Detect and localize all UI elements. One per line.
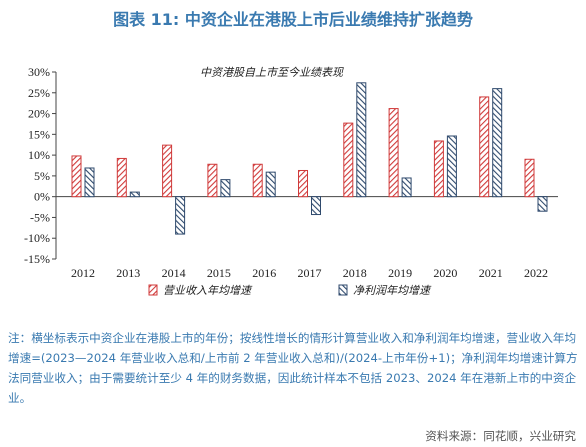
bar-revenue-2013 — [116, 157, 127, 198]
y-tick-label: 20% — [28, 107, 50, 121]
bar-profit-2019 — [401, 177, 412, 198]
legend-label-revenue: 营业收入年均增速 — [163, 284, 253, 297]
y-tick-label: -15% — [24, 252, 50, 266]
source-credit: 资料来源：同花顺，兴业研究 — [425, 429, 576, 443]
bar-revenue-2012 — [71, 155, 82, 198]
bar-revenue-2018 — [343, 122, 354, 198]
bar-profit-2017 — [311, 196, 321, 216]
legend-swatch-revenue — [148, 284, 158, 296]
bar-revenue-2015 — [207, 163, 218, 198]
y-tick-label: 10% — [28, 148, 50, 162]
y-tick-label: 0% — [34, 190, 50, 204]
x-tick-label: 2012 — [71, 266, 95, 280]
bar-revenue-2021 — [479, 96, 490, 198]
footnote: 注：横坐标表示中资企业在港股上市的年份；按线性增长的情形计算营业收入和净利润年均… — [8, 331, 578, 405]
y-tick-label: 30% — [28, 65, 50, 79]
y-tick-label: 5% — [34, 169, 50, 183]
bar-profit-2012 — [84, 167, 95, 198]
bar-profit-2014 — [175, 196, 186, 235]
x-tick-label: 2014 — [162, 266, 186, 280]
legend-label-profit: 净利润年均增速 — [353, 284, 432, 297]
chart-title: 中资港股自上市至今业绩表现 — [200, 66, 344, 79]
bar-profit-2018 — [356, 82, 367, 198]
y-tick-label: -10% — [24, 231, 50, 245]
x-tick-label: 2020 — [433, 266, 457, 280]
x-tick-label: 2016 — [252, 266, 276, 280]
bar-profit-2015 — [220, 179, 231, 198]
legend: 营业收入年均增速 净利润年均增速 — [148, 284, 432, 297]
x-tick-label: 2015 — [207, 266, 231, 280]
bar-revenue-2016 — [252, 163, 263, 198]
bar-profit-2021 — [492, 88, 503, 198]
x-tick-label: 2022 — [524, 266, 548, 280]
bar-profit-2022 — [537, 196, 548, 212]
x-tick-label: 2021 — [479, 266, 503, 280]
x-tick-label: 2019 — [388, 266, 412, 280]
bar-profit-2013 — [129, 191, 140, 198]
figure-title: 图表 11: 中资企业在港股上市后业绩维持扩张趋势 — [113, 10, 473, 29]
x-tick-label: 2017 — [298, 266, 322, 280]
bar-revenue-2022 — [524, 158, 535, 198]
x-tick-label: 2018 — [343, 266, 367, 280]
bar-profit-2020 — [446, 135, 457, 198]
y-tick-label: -5% — [30, 210, 50, 224]
bar-profit-2016 — [265, 171, 276, 198]
bar-revenue-2014 — [162, 144, 173, 198]
y-tick-label: 25% — [28, 86, 50, 100]
bar-revenue-2019 — [388, 108, 399, 198]
x-tick-label: 2013 — [116, 266, 140, 280]
bar-revenue-2020 — [433, 140, 444, 198]
legend-swatch-profit — [338, 284, 348, 296]
bar-chart: -15% -10% -5% 0% 5% 10% 15% 20% 25% 30% 2012 2013 2… — [24, 65, 558, 297]
y-tick-label: 15% — [28, 127, 50, 141]
bar-revenue-2017 — [298, 169, 308, 198]
